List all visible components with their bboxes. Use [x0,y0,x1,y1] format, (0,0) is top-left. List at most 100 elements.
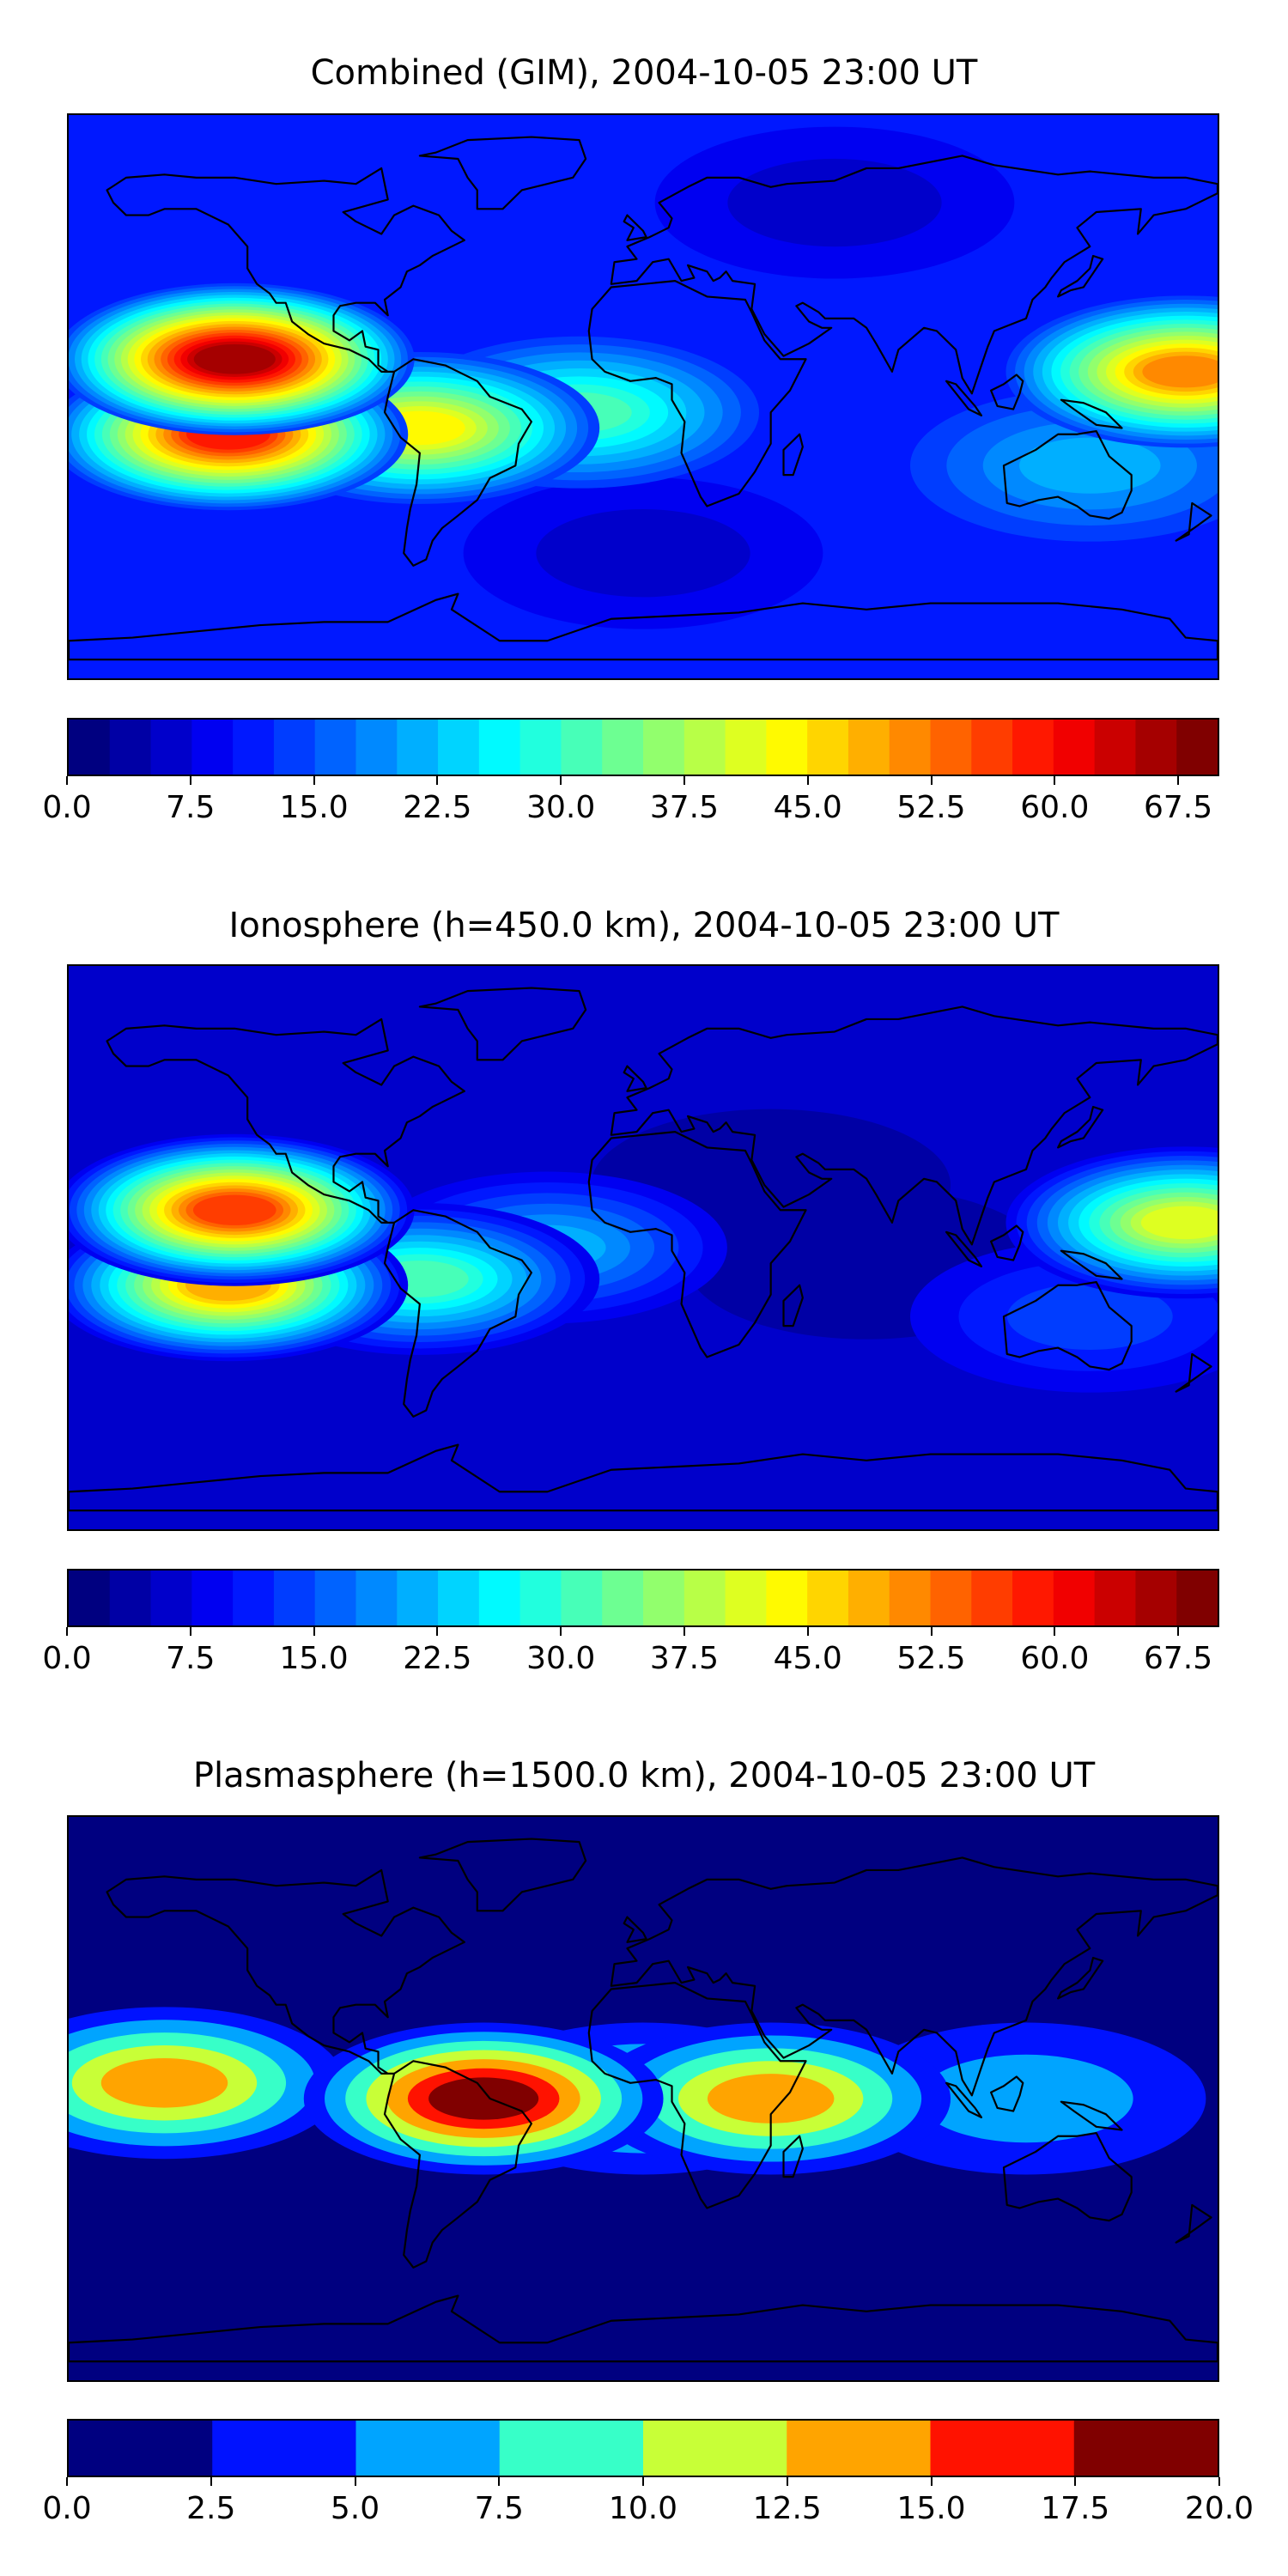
coastline-greenland [418,1838,587,1912]
panel-2-colorbar-swatch [561,1571,603,1625]
panel-1-colorbar-swatch [69,720,111,775]
panel-2-colorbar-swatch [355,1571,398,1625]
colorbar-tick-label: 60.0 [1020,1641,1090,1676]
colorbar-tick-label: 17.5 [1041,2491,1110,2526]
panel-3-colorbar-swatch [212,2421,357,2476]
coastline-uk [623,1916,647,1943]
colorbar-tick [66,776,68,785]
panel-2-colorbar [67,1569,1219,1627]
coastline-new-guinea [1060,1249,1123,1280]
panel-3-field [69,1817,1218,2380]
coastline-eurasia [610,1856,1218,2097]
colorbar-tick [560,1627,562,1636]
coastline-africa [587,1131,807,1358]
panel-1-colorbar-swatch [930,720,972,775]
panel-1-feature-6-contour [1142,355,1218,388]
panel-1-colorbar-swatch [1135,720,1177,775]
coastline-sumatra [945,2081,983,2118]
coastline-new-zealand [1175,2203,1212,2244]
coastline-south-america [383,2060,532,2269]
colorbar-tick-label: 60.0 [1020,790,1090,825]
panel-2-colorbar-swatch [191,1571,234,1625]
colorbar-tick [1054,776,1056,785]
coastline-australia [1002,1280,1133,1371]
panel-2-colorbar-swatch [643,1571,685,1625]
coastline-japan [1057,254,1104,298]
colorbar-tick [354,2477,356,2486]
coastline-africa [587,280,807,507]
colorbar-tick [642,2477,644,2486]
panel-3-feature-5-contour [428,2077,539,2120]
coastline-borneo [989,1224,1024,1261]
panel-2-colorbar-swatch [683,1571,726,1625]
coastline-antarctica [69,1443,1218,1512]
coastline-madagascar [782,1284,804,1327]
panel-2-field [69,966,1218,1529]
panel-1-colorbar-swatch [478,720,521,775]
panel-3-colorbar-swatch [787,2421,932,2476]
coastline-new-guinea [1060,398,1123,429]
panel-2-colorbar-swatches [69,1571,1218,1625]
panel-2-colorbar-swatch [848,1571,890,1625]
panel-3-colorbar-swatch [499,2421,644,2476]
panel-2-map [67,964,1219,1531]
coastline-japan [1057,1956,1104,2000]
panel-3-feature-3-contour [707,2074,835,2123]
panel-2-colorbar-swatch [602,1571,644,1625]
panel-2-colorbar-swatch [314,1571,357,1625]
colorbar-tick-label: 7.5 [166,1641,216,1676]
panel-1-colorbar-swatch [233,720,275,775]
colorbar-tick [210,2477,212,2486]
colorbar-tick [313,776,315,785]
panel-1-colorbar-swatch [683,720,726,775]
panel-2-colorbar-swatch [1176,1571,1218,1625]
coastline-madagascar [782,433,804,477]
colorbar-tick [1177,776,1180,785]
panel-2-colorbar-swatch [1135,1571,1177,1625]
panel-1-colorbar-swatch [109,720,152,775]
colorbar-tick [930,1627,933,1636]
colorbar-tick [806,1627,809,1636]
coastline-south-america [383,1209,532,1418]
panel-1-colorbar [67,718,1219,776]
colorbar-tick-label: 0.0 [42,1641,92,1676]
panel-2-feature-6-contour [1140,1206,1218,1240]
panel-2-colorbar-swatch [233,1571,275,1625]
panel-2-colorbar-swatch [69,1571,111,1625]
panel-1-feature-3-contour [1019,437,1161,494]
panel-1-colorbar-swatch [355,720,398,775]
colorbar-tick [1177,1627,1180,1636]
colorbar-tick [436,1627,439,1636]
coastline-australia [1002,2131,1133,2222]
panel-2-colorbar-swatch [930,1571,972,1625]
panel-3-map [67,1815,1219,2382]
colorbar-tick [436,776,439,785]
colorbar-tick [560,776,562,785]
panel-1-map [67,113,1219,680]
colorbar-tick-label: 10.0 [608,2491,678,2526]
colorbar-tick-label: 52.5 [896,1641,966,1676]
panel-1-colorbar-swatch [807,720,849,775]
coastline-antarctica [69,592,1218,661]
coastline-africa [587,1982,807,2209]
coastline-greenland [418,136,587,210]
panel-3-colorbar-swatch [643,2421,787,2476]
panel-1-colorbar-swatch [191,720,234,775]
colorbar-tick-label: 30.0 [526,790,596,825]
colorbar-tick [66,2477,68,2486]
panel-3-colorbar-swatch [1073,2421,1218,2476]
panel-2-colorbar-swatch [109,1571,152,1625]
coastline-new-guinea [1060,2100,1123,2131]
panel-1-colorbar-swatch [561,720,603,775]
colorbar-tick [498,2477,501,2486]
panel-2-colorbar-swatch [1094,1571,1137,1625]
colorbar-tick-label: 15.0 [279,790,349,825]
colorbar-tick [313,1627,315,1636]
panel-1-colorbar-swatch [314,720,357,775]
panel-3-colorbar-ticks: 0.0 2.5 5.0 7.5 10.0 12.5 15.0 17.5 20.0 [42,2477,1254,2529]
coastline-south-america [383,358,532,567]
colorbar-tick [683,776,685,785]
panel-1-colorbar-ticks: 0.0 7.5 15.0 22.5 30.0 37.5 45.0 52.5 60.0 67.5 [42,776,1219,828]
panel-2-colorbar-ticks: 0.0 7.5 15.0 22.5 30.0 37.5 45.0 52.5 60.0 67.5 [42,1627,1219,1679]
panel-1-colorbar-swatch [848,720,890,775]
